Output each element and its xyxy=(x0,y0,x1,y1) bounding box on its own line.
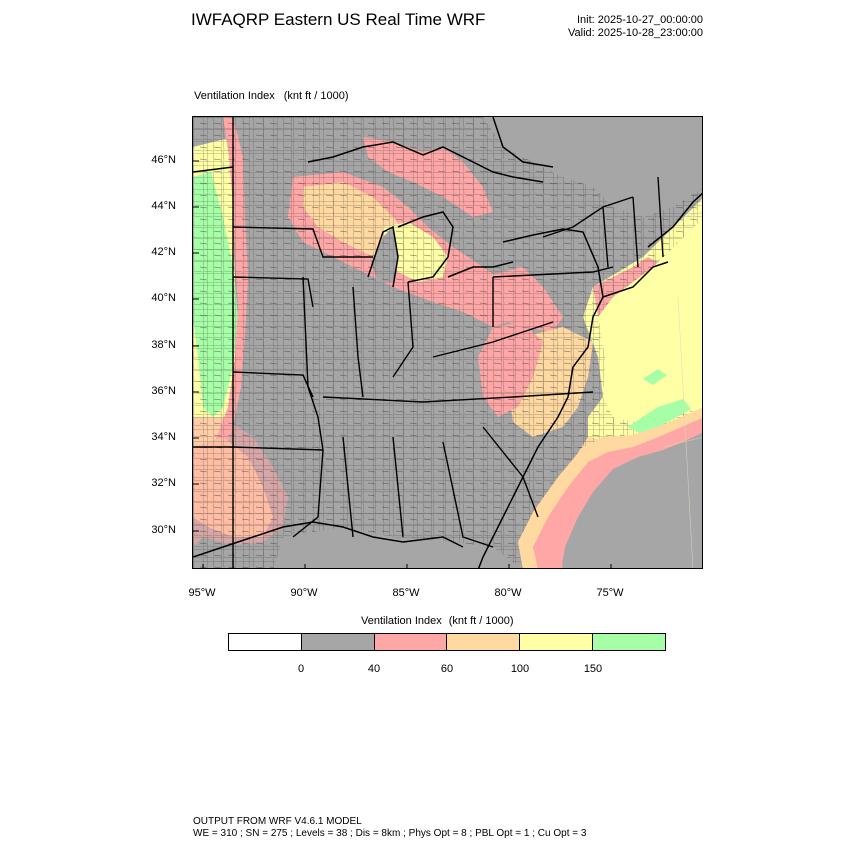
map-panel xyxy=(192,116,703,569)
ocean-green-overlay-1 xyxy=(628,399,691,435)
lat-label-40: 40°N xyxy=(151,292,176,304)
colorbar-tick-0: 0 xyxy=(297,663,305,675)
model-info-line1: OUTPUT FROM WRF V4.6.1 MODEL xyxy=(193,816,362,827)
colorbar-swatch-green xyxy=(593,634,665,650)
ocean-south-pink-overlay xyxy=(533,417,702,568)
colorbar-tick-60: 60 xyxy=(440,663,454,675)
tick-marks xyxy=(193,160,612,568)
colorbar-swatch-orange xyxy=(447,634,521,650)
lon-label-75: 75°W xyxy=(596,587,624,599)
colorbar-title: Ventilation Index (knt ft / 1000) xyxy=(361,615,514,627)
state-boundaries xyxy=(193,117,664,568)
colorbar-swatch-yellow xyxy=(520,634,594,650)
graticule xyxy=(662,212,702,568)
lat-label-46: 46°N xyxy=(151,154,176,166)
field-label: Ventilation Index (knt ft / 1000) xyxy=(194,90,349,102)
colorbar-tick-100: 100 xyxy=(510,663,530,675)
lat-label-38: 38°N xyxy=(151,339,176,351)
init-time: Init: 2025-10-27_00:00:00 xyxy=(577,14,703,26)
field-units: (knt ft / 1000) xyxy=(283,90,349,102)
model-info-line2: WE = 310 ; SN = 275 ; Levels = 38 ; Dis … xyxy=(193,828,587,839)
lon-label-85: 85°W xyxy=(392,587,420,599)
colorbar-swatch-gray xyxy=(301,634,375,650)
ocean-south-orange-overlay xyxy=(518,407,702,568)
chart-title: IWFAQRP Eastern US Real Time WRF xyxy=(191,10,486,29)
colorbar-swatch-pink xyxy=(374,634,448,650)
coastlines xyxy=(193,117,702,568)
lat-label-34: 34°N xyxy=(151,431,176,443)
ocean-green-overlay-2 xyxy=(643,369,667,385)
lat-label-44: 44°N xyxy=(151,200,176,212)
map-canvas xyxy=(193,117,702,568)
model-info: OUTPUT FROM WRF V4.6.1 MODEL WE = 310 ; … xyxy=(193,816,586,840)
colorbar-tick-150: 150 xyxy=(583,663,603,675)
ocean-south-overlay xyxy=(561,432,702,568)
colorbar-swatch-white xyxy=(229,634,302,650)
lon-label-95: 95°W xyxy=(188,587,216,599)
lon-label-90: 90°W xyxy=(290,587,318,599)
colorbar xyxy=(228,633,666,651)
colorbar-tick-40: 40 xyxy=(367,663,381,675)
colorbar-field-name: Ventilation Index xyxy=(361,615,442,627)
colorbar-units: (knt ft / 1000) xyxy=(448,615,514,627)
lat-label-42: 42°N xyxy=(151,246,176,258)
lat-label-36: 36°N xyxy=(151,385,176,397)
time-info: Init: 2025-10-27_00:00:00 Valid: 2025-10… xyxy=(568,14,703,40)
valid-time: Valid: 2025-10-28_23:00:00 xyxy=(568,27,703,39)
lat-label-32: 32°N xyxy=(151,477,176,489)
field-name: Ventilation Index xyxy=(194,90,275,102)
ocean-clean-overlay xyxy=(598,218,702,422)
gulf-ocean xyxy=(273,527,521,568)
canada-region xyxy=(483,117,702,217)
lat-label-30: 30°N xyxy=(151,524,176,536)
lon-label-80: 80°W xyxy=(494,587,522,599)
